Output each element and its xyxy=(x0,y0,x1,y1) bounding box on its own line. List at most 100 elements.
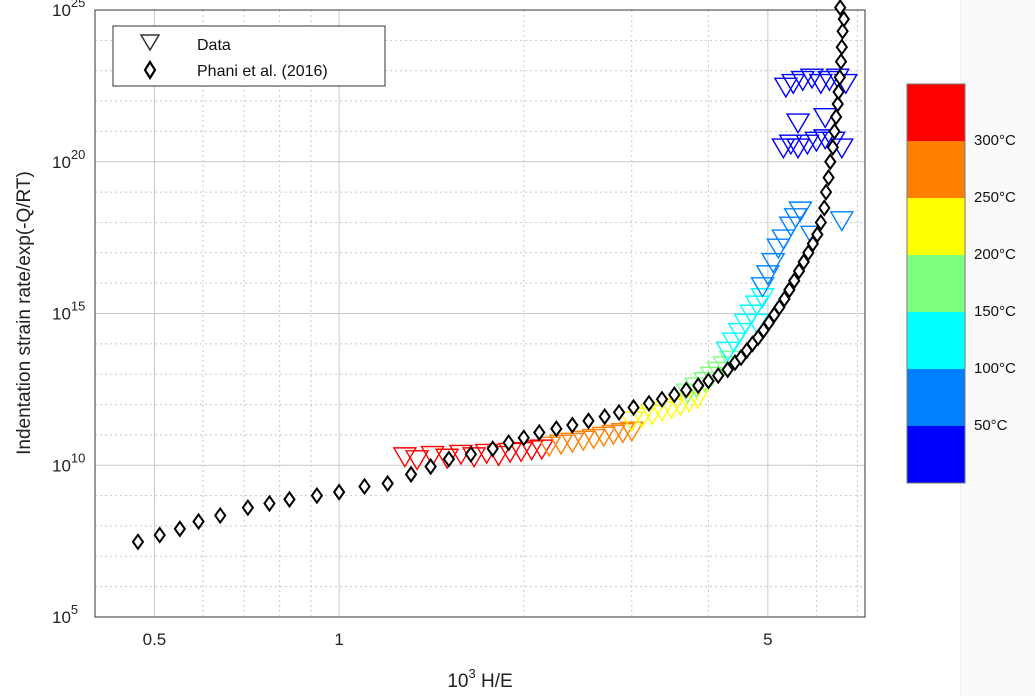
phani-diamond-point xyxy=(424,457,437,476)
phani-diamond-point xyxy=(829,108,843,126)
y-tick-exponent: 25 xyxy=(71,0,85,10)
data-triangle-point xyxy=(785,113,811,135)
data-triangle-point xyxy=(804,131,829,153)
phani-diamond-point xyxy=(833,68,847,87)
colorbar-segment xyxy=(907,198,965,255)
phani-diamond-point xyxy=(566,416,579,434)
colorbar-segment xyxy=(907,426,965,483)
phani-diamond-point xyxy=(213,506,227,525)
y-tick-exponent: 10 xyxy=(71,450,85,465)
colorbar-label: 150°C xyxy=(974,303,1016,320)
data-triangle-point xyxy=(750,288,775,309)
phani-diamond-point xyxy=(811,225,824,244)
colorbar-segment xyxy=(907,255,965,312)
phani-diamond-point xyxy=(173,520,187,538)
phani-diamond-point xyxy=(153,526,166,544)
phani-diamond-point xyxy=(828,122,841,141)
phani-diamond-point xyxy=(358,477,371,496)
colorbar-segment xyxy=(907,141,965,198)
data-triangle-point xyxy=(750,277,775,298)
colorbar-label: 300°C xyxy=(974,132,1016,149)
phani-diamond-point xyxy=(283,490,296,509)
y-tick-exponent: 20 xyxy=(71,147,85,162)
phani-diamond-point xyxy=(702,372,715,390)
data-triangle-point xyxy=(817,70,842,92)
phani-diamond-point xyxy=(721,361,734,379)
data-triangle-point xyxy=(771,229,796,251)
x-tick-label: 1 xyxy=(334,630,343,649)
phani-diamond-point xyxy=(836,22,849,40)
data-triangle-point xyxy=(773,77,799,99)
legend-diamond-marker xyxy=(143,59,157,81)
phani-diamond-point xyxy=(381,474,394,493)
phani-diamond-point xyxy=(404,465,418,484)
colorbar-segment xyxy=(907,312,965,369)
data-triangle-point xyxy=(744,295,770,317)
y-tick-base: 10 xyxy=(52,305,71,324)
y-tick-exponent: 15 xyxy=(71,299,85,314)
colorbar-segment xyxy=(907,84,965,141)
data-triangle-point xyxy=(420,445,445,467)
y-tick-exponent: 5 xyxy=(71,602,78,617)
data-triangle-point xyxy=(808,73,834,95)
phani-diamond-point xyxy=(627,398,640,417)
colorbar: 300°C 250°C 200°C 150°C 100°C 50°C xyxy=(906,83,1016,484)
x-axis-title-exponent: 3 xyxy=(468,666,475,681)
phani-diamond-point xyxy=(550,419,563,438)
legend-label-data: Data xyxy=(197,37,231,54)
phani-diamond-point xyxy=(837,10,851,28)
data-triangle-point xyxy=(560,432,585,454)
phani-diamond-point xyxy=(778,290,791,308)
y-tick-label: 1010 xyxy=(52,450,85,475)
phani-diamond-point xyxy=(582,412,595,430)
phani-diamond-point xyxy=(332,483,346,501)
grid-layer xyxy=(95,9,865,618)
x-tick-label: 0.5 xyxy=(143,630,167,649)
phani-diamond-point xyxy=(832,83,845,101)
y-axis-title: Indentation strain rate/exp(-Q/RT) xyxy=(14,171,35,455)
x-axis-title-rest: H/E xyxy=(476,671,513,692)
phani-diamond-point xyxy=(833,0,847,17)
x-axis-title-base: 10 xyxy=(447,671,468,692)
diamond-layer xyxy=(131,0,851,551)
phani-diamond-point xyxy=(783,281,796,299)
data-triangle-point xyxy=(778,134,804,156)
phani-diamond-point xyxy=(263,494,276,513)
data-triangle-point xyxy=(619,421,644,443)
plot-frame xyxy=(94,9,866,618)
data-triangle-point xyxy=(799,68,825,90)
phani-diamond-point xyxy=(826,138,840,156)
data-triangle-point xyxy=(610,423,635,444)
y-tick-label: 1015 xyxy=(52,299,85,324)
y-tick-base: 10 xyxy=(52,153,71,172)
phani-diamond-point xyxy=(464,445,478,463)
colorbar-label: 200°C xyxy=(974,246,1016,263)
data-layer xyxy=(392,68,859,471)
y-tick-label: 1020 xyxy=(52,147,85,172)
phani-diamond-point xyxy=(612,403,626,422)
phani-diamond-point xyxy=(442,450,456,468)
phani-diamond-point xyxy=(824,153,837,171)
phani-diamond-point xyxy=(655,390,669,408)
data-triangle-point xyxy=(766,238,791,260)
y-tick-base: 10 xyxy=(52,608,71,627)
y-tick-label: 1025 xyxy=(52,0,85,20)
data-triangle-point xyxy=(508,441,534,463)
phani-diamond-point xyxy=(533,423,546,442)
phani-diamond-point xyxy=(692,376,705,395)
phani-diamond-point xyxy=(814,213,828,232)
x-axis-title: 103 H/E xyxy=(447,666,512,692)
phani-diamond-point xyxy=(819,183,833,201)
phani-diamond-point xyxy=(241,498,255,517)
legend-label-phani: Phani et al. (2016) xyxy=(197,63,328,80)
data-triangle-point xyxy=(829,211,855,232)
data-triangle-point xyxy=(536,436,562,458)
phani-diamond-point xyxy=(486,440,499,458)
colorbar-label: 250°C xyxy=(974,189,1016,206)
phani-diamond-point xyxy=(679,381,693,399)
y-tick-label: 105 xyxy=(52,602,78,627)
phani-diamond-point xyxy=(192,512,205,531)
phani-diamond-point xyxy=(668,386,681,404)
